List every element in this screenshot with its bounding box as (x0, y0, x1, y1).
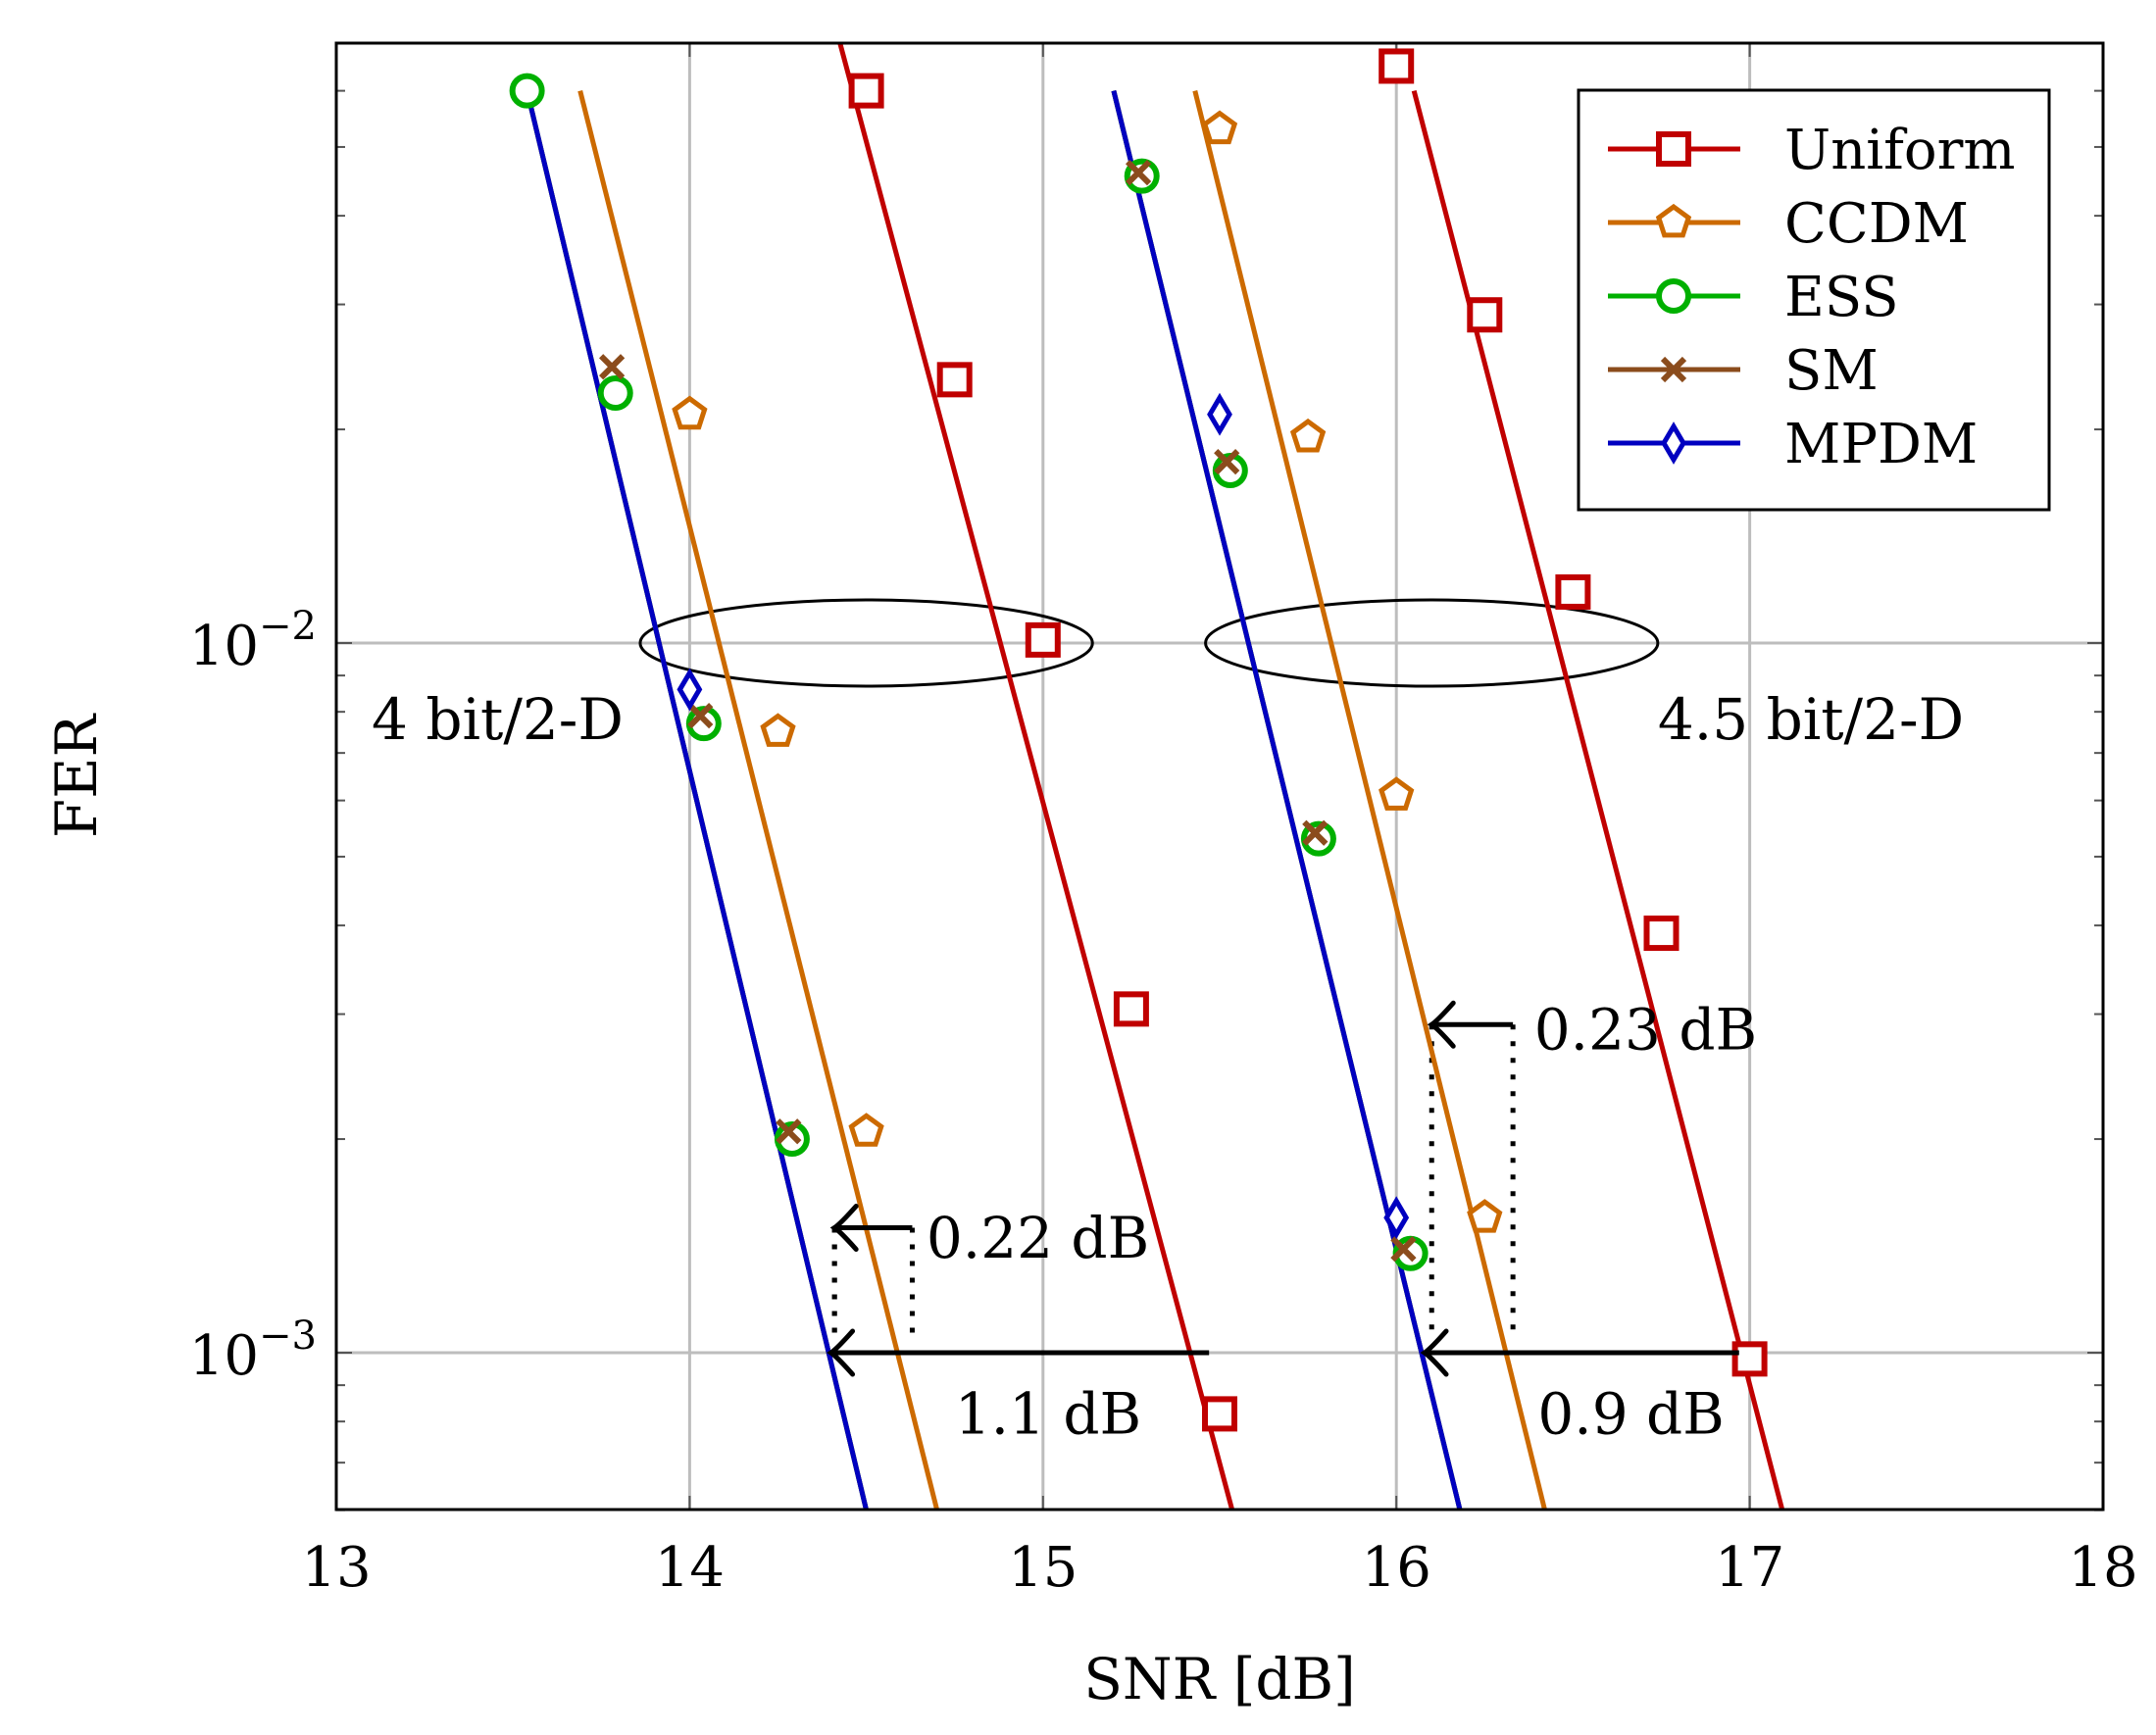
annotations: 4 bit/2-D 4.5 bit/2-D 0.22 dB 1.1 dB 0.23 dB… (372, 686, 1964, 1447)
legend-ccdm-label: CCDM (1784, 192, 1969, 256)
series-sm-point (776, 1118, 802, 1145)
series-uniform-point (1555, 573, 1591, 610)
y-tick-label: 10−2 (189, 604, 317, 678)
x-tick-label: 13 (301, 1536, 371, 1600)
annotation-label: 1.1 dB (955, 1380, 1141, 1447)
series-uniform-point (1643, 916, 1680, 952)
cross-stroke (1302, 819, 1329, 846)
y-tick-exponent: −2 (259, 604, 317, 649)
legend-ess-marker (1656, 278, 1691, 314)
x-tick-label: 18 (2068, 1536, 2137, 1600)
gap-arrow-head (829, 1204, 859, 1253)
x-tick-label: 15 (1008, 1536, 1078, 1600)
series-uniform-point (1202, 1396, 1237, 1432)
series-ccdm-point (1379, 776, 1415, 811)
y-tick-exponent: −3 (259, 1314, 317, 1359)
series-mpdm-line (525, 90, 870, 1510)
annotation-label: 0.23 dB (1534, 997, 1757, 1064)
y-tick-base: 10 (189, 1324, 259, 1388)
series-sm-point (1302, 819, 1329, 846)
series-uniform-point (1379, 48, 1415, 84)
cross-stroke (598, 354, 626, 380)
series-sm-point (1390, 1236, 1417, 1263)
cross-stroke (1390, 1236, 1417, 1263)
annotation-label: 0.9 dB (1537, 1380, 1724, 1447)
cross-stroke (776, 1118, 802, 1145)
gap-arrow-head (827, 1328, 856, 1377)
chart-decorations (638, 598, 1660, 1338)
y-tick-label: 10−3 (189, 1314, 317, 1388)
legend-uniform-label: Uniform (1784, 119, 2015, 182)
series-ccdm-point (848, 1113, 884, 1147)
legend-uniform-marker (1656, 131, 1691, 167)
series-uniform-point (1731, 1341, 1768, 1377)
series-uniform-line (837, 43, 1235, 1510)
cross-stroke (687, 702, 714, 729)
x-tick-label: 14 (655, 1536, 725, 1600)
series-ccdm-point (672, 395, 708, 430)
gap-arrow-head (1427, 1000, 1456, 1049)
legend-mpdm-label: MPDM (1784, 413, 1978, 476)
group-ellipse (638, 598, 1094, 688)
legend-mpdm-marker (1661, 421, 1686, 465)
series-mpdm-line (1111, 90, 1463, 1510)
annotation-label: 0.22 dB (927, 1205, 1149, 1271)
legend-sm-label: SM (1784, 339, 1879, 403)
series-ccdm-point (1201, 110, 1238, 145)
series-sm-point (598, 354, 626, 380)
x-axis-label: SNR [dB] (1083, 1646, 1356, 1712)
plot-frame (334, 41, 2105, 1512)
cross-stroke (1125, 160, 1152, 186)
cross-stroke (1214, 449, 1240, 475)
legend: Uniform CCDM ESS SM MPDM (1577, 88, 2051, 512)
annotation-label: 4 bit/2-D (372, 686, 624, 753)
series-uniform-point (1113, 991, 1149, 1027)
series-layer (509, 43, 1785, 1510)
series-mpdm-point (677, 668, 703, 712)
y-tick-base: 10 (189, 615, 259, 678)
series-sm-point (1214, 449, 1240, 475)
x-tick-label: 17 (1715, 1536, 1784, 1600)
legend-ess-label: ESS (1784, 266, 1899, 329)
series-ess-point (597, 375, 633, 412)
legend-ccdm-marker (1655, 203, 1692, 238)
group-ellipse (1204, 598, 1660, 688)
series-ccdm-point (1289, 418, 1327, 453)
series-ess-point (509, 73, 545, 109)
gap-arrow-head (1420, 1328, 1449, 1377)
series-ccdm-point (760, 713, 796, 747)
series-ccdm-point (1467, 1199, 1503, 1233)
series-clip-group (525, 43, 1785, 1510)
series-ccdm-line (577, 89, 940, 1510)
series-uniform-point (848, 73, 884, 109)
series-uniform-point (1467, 297, 1503, 333)
annotation-label: 4.5 bit/2-D (1658, 686, 1964, 753)
y-axis-label: FER (43, 713, 110, 839)
series-ccdm-line (1192, 90, 1548, 1510)
series-uniform-point (936, 362, 973, 398)
x-tick-label: 16 (1362, 1536, 1431, 1600)
legend-sm-marker (1660, 356, 1687, 383)
cross-stroke (1660, 356, 1687, 383)
series-uniform-point (1025, 621, 1061, 658)
series-sm-point (687, 702, 714, 729)
series-mpdm-point (1207, 392, 1232, 436)
series-sm-point (1125, 160, 1152, 186)
series-mpdm-point (1383, 1196, 1410, 1240)
